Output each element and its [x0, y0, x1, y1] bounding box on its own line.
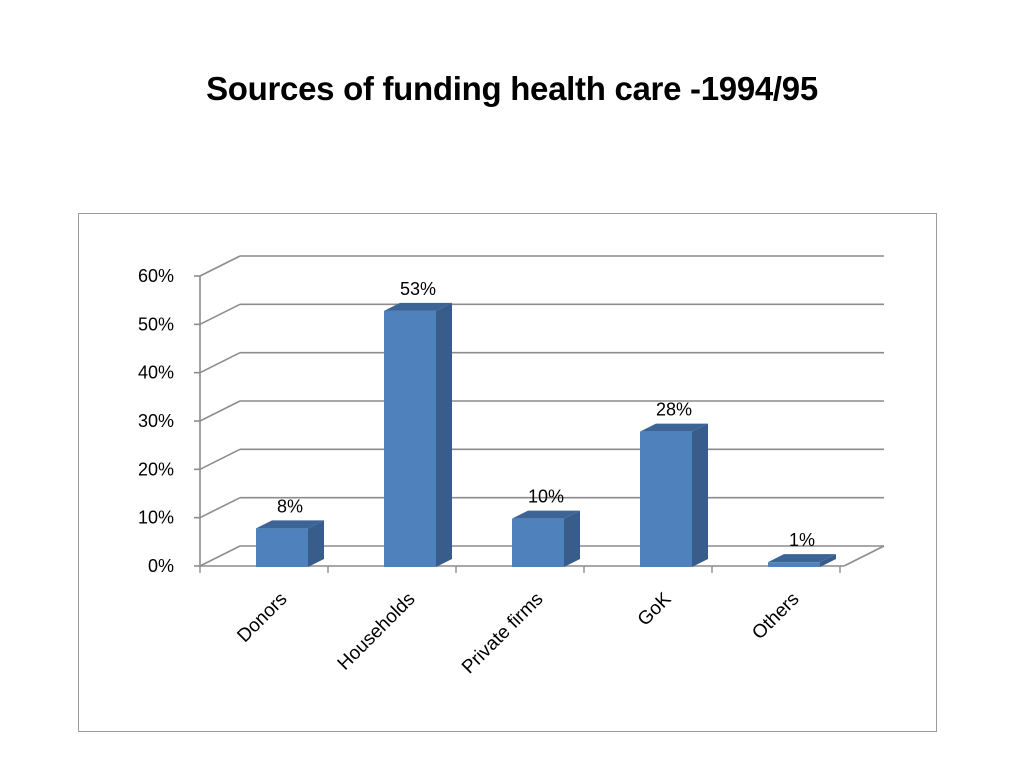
- data-label-1: 53%: [400, 279, 436, 299]
- chart-frame: [78, 213, 937, 732]
- data-label-2: 10%: [528, 487, 564, 507]
- gridline-depth-4: [199, 351, 241, 374]
- bar-3-front: [640, 431, 692, 567]
- gridline-depth-0: [199, 545, 241, 567]
- category-label-0: Donors: [233, 589, 291, 647]
- data-label-4: 1%: [789, 530, 815, 550]
- data-label-3: 28%: [656, 400, 692, 420]
- bar-2-side: [564, 510, 580, 567]
- slide-title: Sources of funding health care -1994/95: [206, 70, 818, 107]
- category-label-2: Private firms: [458, 589, 548, 679]
- bar-1-side: [436, 302, 452, 567]
- gridline-depth-1: [199, 496, 241, 519]
- bar-0-side: [308, 520, 324, 567]
- ytick-label-1: 10%: [138, 508, 174, 528]
- gridline-depth-2: [199, 448, 241, 471]
- bar-2-top: [512, 510, 580, 519]
- bar-3-side: [692, 423, 708, 567]
- ytick-label-2: 20%: [138, 459, 174, 479]
- bar-0-top: [256, 520, 324, 529]
- bar-2-front: [512, 518, 564, 567]
- floor-right-edge: [843, 545, 885, 567]
- bar-4-top: [768, 554, 836, 563]
- gridline-depth-3: [199, 400, 241, 422]
- ytick-label-4: 40%: [138, 363, 174, 383]
- bar-1-top: [384, 302, 452, 311]
- bar-3-top: [640, 423, 708, 432]
- category-label-1: Households: [334, 589, 420, 675]
- category-label-3: GoK: [634, 588, 676, 630]
- ytick-label-3: 30%: [138, 411, 174, 431]
- bar-4-front: [768, 562, 820, 567]
- ytick-label-0: 0%: [148, 556, 174, 576]
- data-label-0: 8%: [277, 496, 303, 516]
- gridline-depth-6: [199, 255, 241, 277]
- gridline-depth-5: [199, 303, 241, 326]
- category-label-4: Others: [748, 589, 803, 644]
- bar-4-side: [820, 554, 836, 567]
- bar-1-front: [384, 310, 436, 567]
- ytick-label-5: 50%: [138, 314, 174, 334]
- bar-0-front: [256, 528, 308, 567]
- ytick-label-6: 60%: [138, 266, 174, 286]
